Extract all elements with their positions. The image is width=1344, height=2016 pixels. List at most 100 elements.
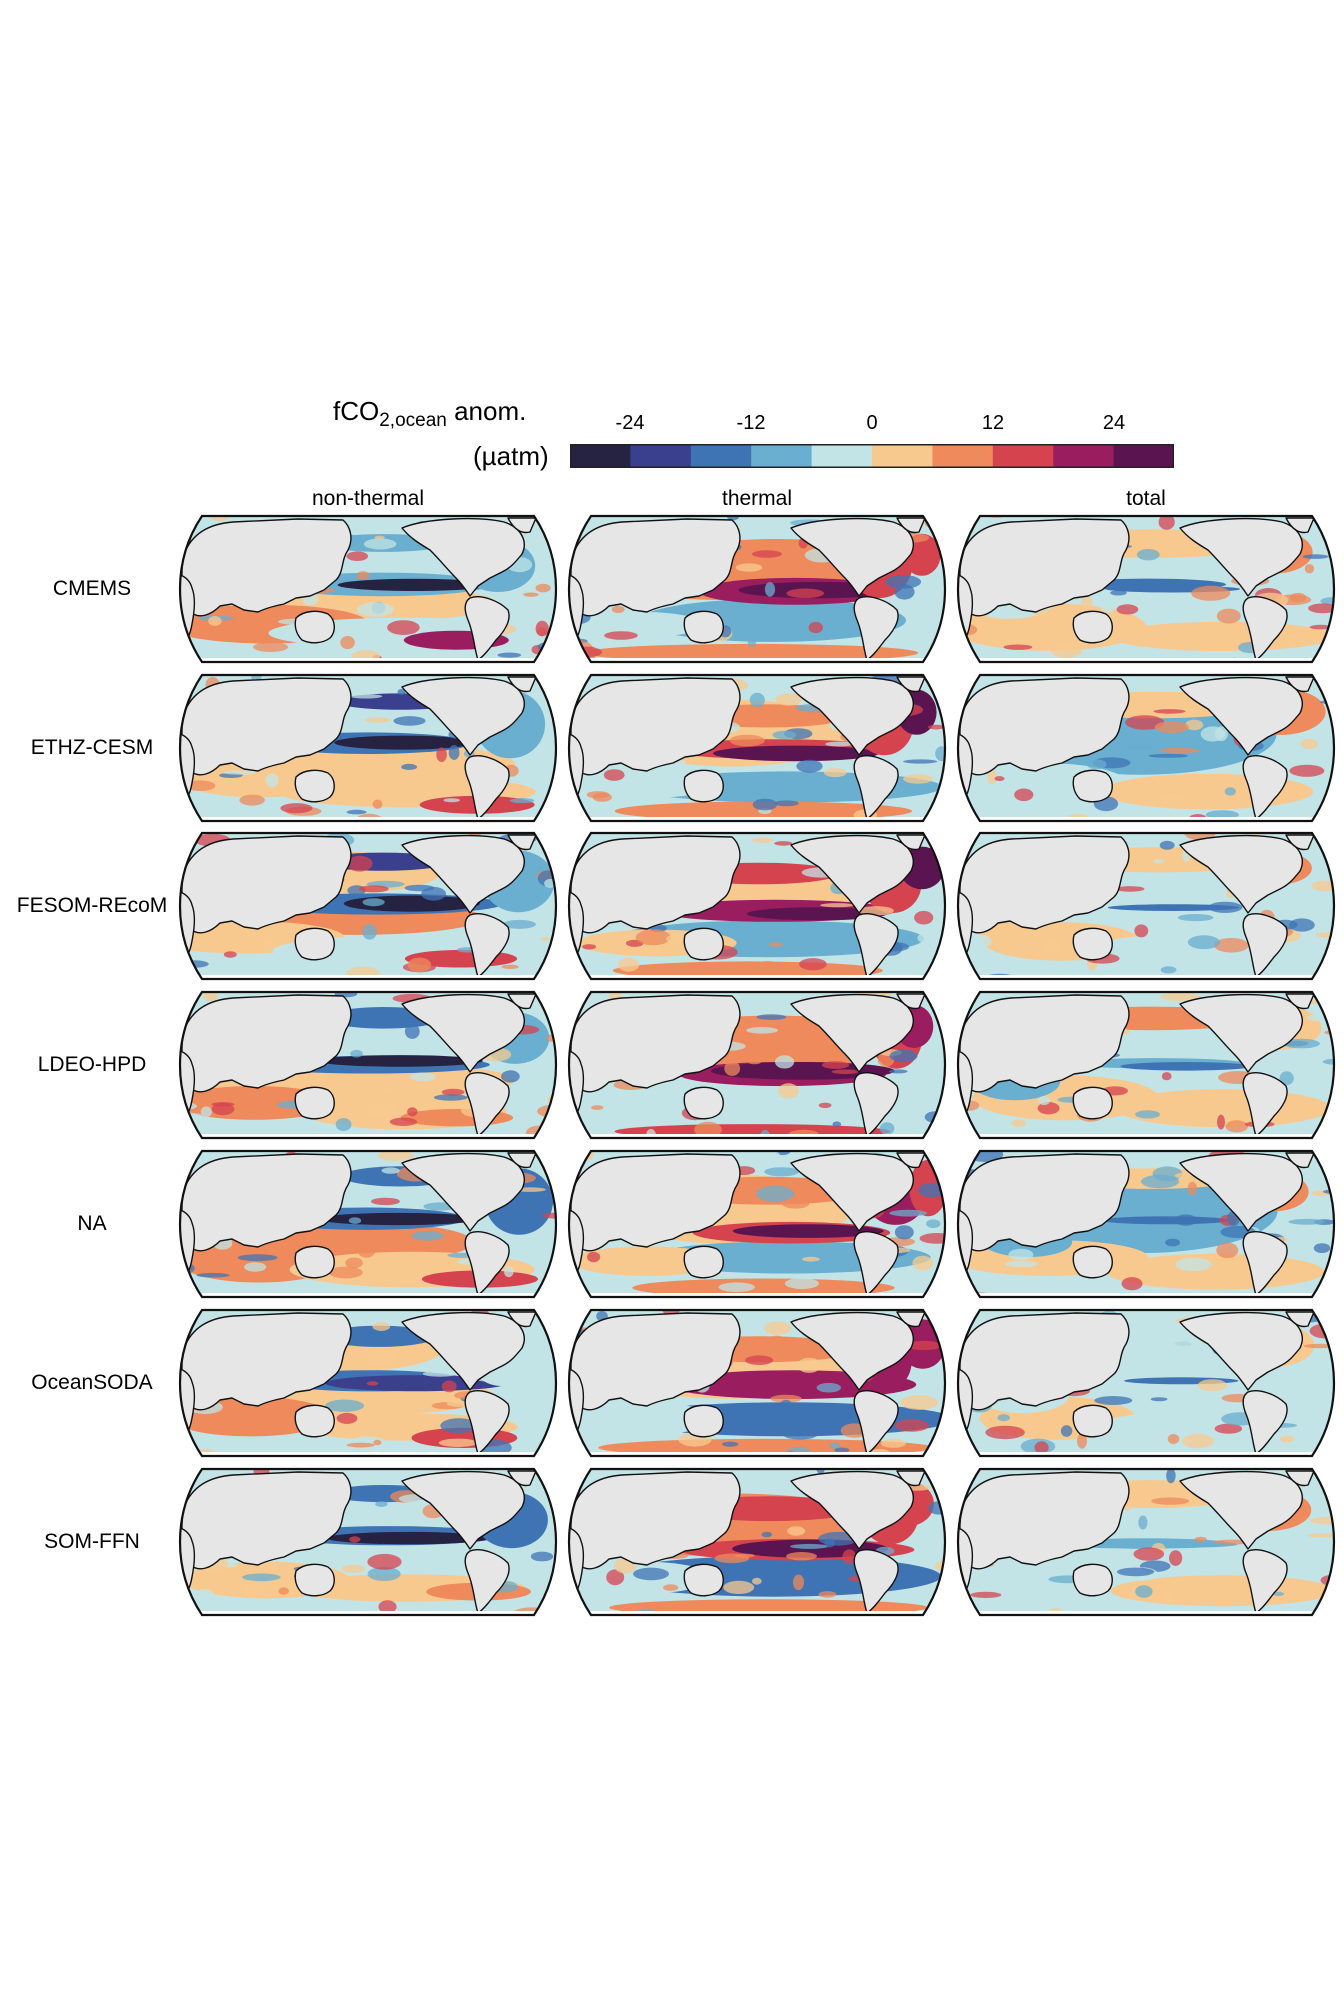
anomaly-patch	[540, 937, 550, 941]
land-northamerica	[401, 1152, 525, 1232]
anomaly-patch	[208, 616, 222, 626]
anomaly-region	[731, 1378, 868, 1393]
land-australia	[683, 1563, 724, 1597]
anomaly-region	[1110, 1540, 1238, 1548]
map-frame	[567, 1467, 947, 1617]
land-northamerica	[1179, 1311, 1303, 1391]
land-greenland	[1285, 1470, 1315, 1487]
anomaly-patch	[346, 855, 373, 872]
anomaly-patch	[818, 1591, 837, 1598]
land-greenland	[507, 1152, 537, 1169]
anomaly-patch	[880, 1439, 907, 1448]
anomaly-patch	[365, 717, 391, 723]
land-northamerica	[790, 1152, 914, 1232]
anomaly-patch	[1125, 715, 1165, 730]
anomaly-patch	[362, 924, 377, 940]
anomaly-patch	[535, 620, 549, 637]
anomaly-patch	[253, 642, 289, 652]
anomaly-patch	[1322, 1058, 1334, 1065]
anomaly-patch	[764, 582, 776, 597]
anomaly-patch	[829, 1442, 841, 1449]
anomaly-patch	[834, 1447, 850, 1453]
map-frame	[178, 831, 558, 981]
anomaly-patch	[756, 1014, 787, 1020]
land-australia	[1072, 1404, 1113, 1438]
land-northamerica	[790, 1470, 914, 1550]
colorbar-segment	[690, 444, 752, 468]
anomaly-patch	[772, 730, 797, 740]
anomaly-patch	[1302, 554, 1329, 559]
map-frame	[956, 1308, 1336, 1458]
anomaly-patch	[1169, 1550, 1183, 1566]
map-frame	[178, 514, 558, 664]
anomaly-patch	[259, 1445, 286, 1454]
anomaly-patch	[1208, 901, 1243, 913]
anomaly-patch	[718, 1282, 755, 1292]
anomaly-patch	[203, 992, 218, 1002]
map-frame	[567, 673, 947, 823]
anomaly-patch	[393, 716, 426, 726]
anomaly-patch	[1214, 1423, 1243, 1434]
anomaly-patch	[378, 1600, 397, 1614]
anomaly-patch	[1032, 788, 1068, 800]
anomaly-patch	[764, 1167, 799, 1177]
anomaly-patch	[441, 1088, 465, 1096]
anomaly-patch	[1094, 1396, 1133, 1405]
anomaly-patch	[372, 799, 383, 809]
anomaly-patch	[582, 944, 597, 950]
anomaly-patch	[448, 745, 460, 760]
anomaly-patch	[1310, 1516, 1334, 1525]
land-australia	[294, 610, 335, 644]
anomaly-patch	[1183, 833, 1217, 841]
anomaly-region	[1109, 621, 1334, 652]
anomaly-patch	[1187, 1181, 1198, 1196]
anomaly-patch	[617, 957, 640, 972]
land-australia	[294, 1404, 335, 1438]
anomaly-patch	[958, 526, 969, 541]
anomaly-patch	[504, 1266, 514, 1278]
anomaly-patch	[1315, 932, 1334, 939]
anomaly-patch	[1004, 1261, 1039, 1268]
anomaly-patch	[753, 961, 782, 974]
anomaly-patch	[1313, 1243, 1331, 1253]
anomaly-patch	[1197, 1379, 1228, 1392]
anomaly-patch	[786, 588, 825, 599]
column-title-total: total	[1126, 487, 1166, 510]
map-panel	[178, 673, 558, 823]
anomaly-patch	[325, 1399, 365, 1412]
anomaly-patch	[346, 809, 367, 815]
anomaly-patch	[821, 1061, 850, 1069]
anomaly-patch	[746, 1027, 778, 1034]
land-greenland	[1285, 834, 1315, 851]
anomaly-patch	[1311, 1202, 1325, 1218]
land-southamerica	[853, 596, 899, 661]
anomaly-patch	[335, 1118, 352, 1131]
anomaly-patch	[404, 1024, 420, 1039]
land-greenland	[507, 1311, 537, 1328]
anomaly-patch	[1300, 738, 1319, 750]
anomaly-patch	[1134, 924, 1149, 938]
anomaly-patch	[1225, 1120, 1248, 1133]
anomaly-patch	[1314, 1294, 1328, 1297]
anomaly-patch	[1119, 1515, 1130, 1530]
anomaly-patch	[501, 1070, 520, 1083]
land-australia	[294, 927, 335, 961]
anomaly-patch	[1182, 1433, 1214, 1449]
anomaly-patch	[748, 1059, 762, 1065]
land-australia	[683, 1086, 724, 1120]
map-panel	[567, 1149, 947, 1299]
anomaly-patch	[501, 964, 519, 969]
anomaly-patch	[362, 898, 385, 907]
land-southamerica	[464, 1072, 510, 1137]
anomaly-patch	[510, 798, 535, 804]
colorbar-title-main: fCO	[333, 396, 380, 426]
map-panel	[956, 1308, 1336, 1458]
anomaly-patch	[586, 791, 610, 799]
map-panel	[567, 1467, 947, 1617]
anomaly-region	[583, 643, 919, 662]
colorbar-segment	[1053, 444, 1115, 468]
anomaly-patch	[1175, 1257, 1213, 1271]
anomaly-patch	[1051, 643, 1082, 659]
anomaly-patch	[1288, 1218, 1326, 1225]
land-northamerica	[1179, 1152, 1303, 1232]
